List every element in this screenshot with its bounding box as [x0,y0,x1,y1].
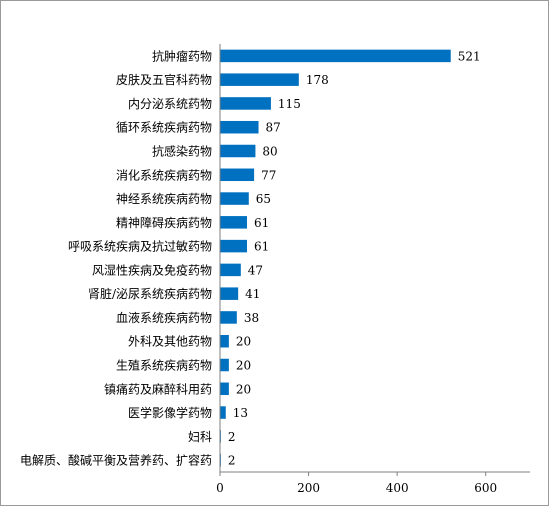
category-label: 消化系统疾病药物 [116,167,212,182]
bar [220,358,229,372]
category-label: 血液系统疾病药物 [116,310,212,325]
data-label: 521 [458,49,481,63]
category-label: 皮肤及五官科药物 [116,72,212,87]
category-label: 肾脏/泌尿系统疾病药物 [88,286,212,301]
bars-group [220,49,451,467]
bar [220,144,256,158]
category-label: 内分泌系统药物 [128,97,212,111]
category-labels: 抗肿瘤药物皮肤及五官科药物内分泌系统药物循环系统疾病药物抗感染药物消化系统疾病药… [20,48,212,467]
bar [220,382,229,396]
value-labels: 521 178 115 87 80 77 65 61 61 47 41 38 20 20 20 13 2 2 [228,49,481,467]
category-label: 妇科 [188,430,212,444]
category-label: 神经系统疾病药物 [116,191,212,206]
x-tick-label: 200 [297,481,320,495]
bar [220,120,259,134]
x-tick-label: 600 [474,481,497,495]
data-label: 61 [254,240,269,254]
data-label: 20 [236,382,251,396]
bar [220,97,271,110]
category-label: 风湿性疾病及免疫药物 [92,262,212,277]
category-label: 镇痛药及麻醉科用药 [104,381,212,396]
bar [220,216,248,229]
category-label: 抗肿瘤药物 [152,48,212,63]
bar [220,73,299,86]
category-label: 医学影像学药物 [128,405,212,420]
data-label: 47 [248,263,263,277]
category-label: 生殖系统疾病药物 [116,358,212,373]
bar [220,311,237,324]
bar [220,192,249,205]
bar [220,168,255,182]
data-label: 2 [228,430,236,444]
bar [220,49,451,63]
category-label: 呼吸系统疾病及抗过敏药物 [68,239,212,254]
bar [220,334,229,348]
data-label: 20 [236,335,251,349]
category-label: 循环系统疾病药物 [116,120,212,135]
x-tick-label: 400 [386,481,409,495]
data-label: 20 [236,359,251,373]
category-label: 精神障碍疾病药物 [116,215,212,230]
bar [220,263,241,277]
data-label: 41 [245,287,260,301]
x-tick-label: 0 [216,481,224,495]
category-label: 抗感染药物 [152,144,212,159]
data-label: 61 [254,216,269,230]
axes-group: 0 200 400 600 [216,44,530,495]
data-label: 80 [262,145,277,159]
data-label: 115 [278,97,301,111]
category-label: 电解质、酸碱平衡及营养药、扩容药 [20,453,212,468]
bar [220,406,226,419]
data-label: 65 [256,192,271,206]
bar [220,287,239,300]
data-label: 13 [233,406,248,420]
data-label: 87 [266,121,281,135]
bar [220,239,248,253]
data-label: 38 [244,311,259,325]
category-label: 外科及其他药物 [128,335,212,349]
data-label: 178 [306,73,329,87]
data-label: 2 [228,454,236,468]
data-label: 77 [261,168,276,182]
